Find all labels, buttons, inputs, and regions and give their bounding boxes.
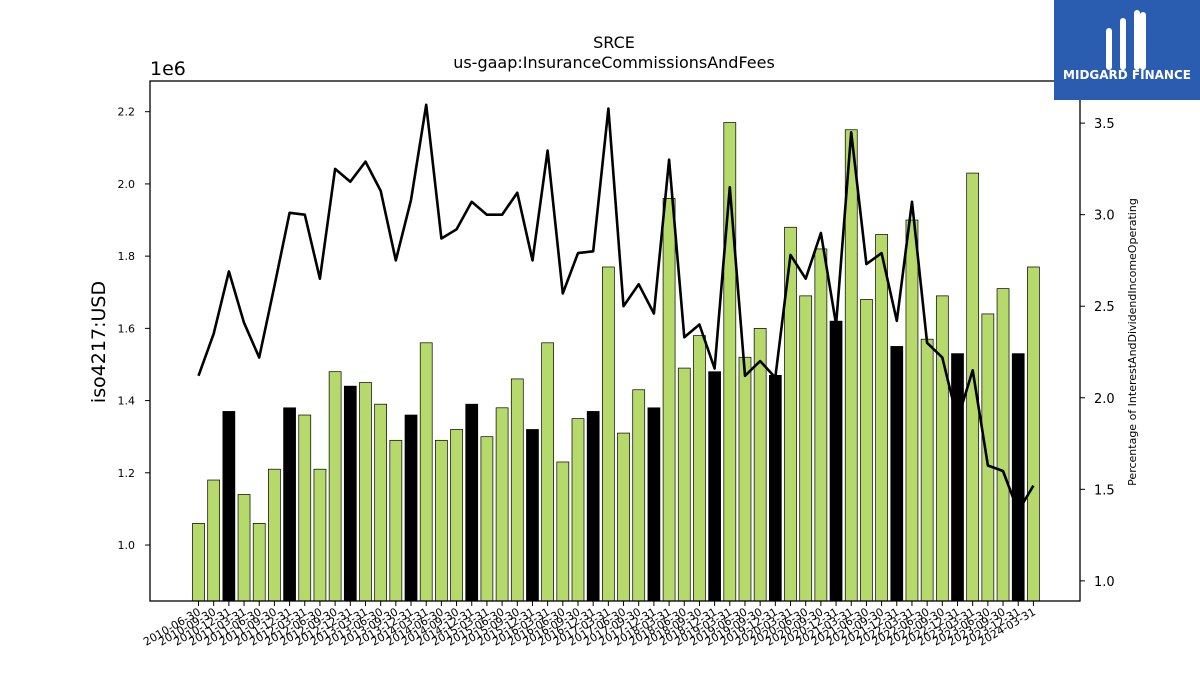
- y-tick-label: 1.2: [118, 467, 136, 480]
- y-axis-label: iso4217:USD: [88, 281, 110, 403]
- bar: [799, 295, 813, 602]
- bar: [693, 335, 706, 602]
- bar: [419, 342, 433, 602]
- y-tick-label: 1.8: [118, 250, 136, 263]
- y2-axis-label: Percentage of InterestAndDividendIncomeO…: [1126, 198, 1139, 486]
- bar: [571, 418, 585, 602]
- bar: [905, 219, 919, 602]
- chart-title: SRCE: [593, 33, 635, 52]
- axes-layer: 1.01.21.41.61.82.02.21.01.52.02.53.03.52…: [118, 80, 1115, 649]
- bar: [328, 371, 342, 602]
- y-tick-label: 1.0: [118, 539, 136, 552]
- bar: [389, 439, 403, 602]
- bar: [237, 494, 251, 602]
- y2-tick-label: 3.5: [1094, 117, 1115, 132]
- bar: [252, 523, 266, 602]
- ratio-line: [197, 103, 1035, 513]
- bar: [374, 403, 388, 602]
- bar: [920, 338, 934, 602]
- brand-logo: MIDGARD FINANCE: [1054, 0, 1200, 100]
- bar: [890, 346, 904, 602]
- y2-tick-label: 1.5: [1094, 483, 1115, 498]
- bar: [207, 479, 221, 602]
- y2-tick-label: 3.0: [1094, 209, 1115, 224]
- bar: [677, 367, 691, 602]
- bar: [556, 461, 570, 602]
- bar: [359, 382, 372, 602]
- bar: [829, 320, 843, 602]
- bar: [814, 248, 828, 602]
- bar: [860, 299, 873, 602]
- bar: [875, 234, 888, 602]
- bar: [1011, 353, 1025, 602]
- bar: [480, 436, 494, 602]
- bar: [708, 371, 721, 602]
- bar: [753, 328, 767, 602]
- bar: [268, 468, 281, 602]
- bar: [343, 385, 357, 602]
- y-tick-label: 2.0: [118, 178, 136, 191]
- bar: [313, 468, 327, 602]
- chart-subtitle: us-gaap:InsuranceCommissionsAndFees: [453, 53, 775, 72]
- logo-text: MIDGARD FINANCE: [1063, 68, 1191, 82]
- bar: [495, 407, 509, 602]
- y-offset-label: 1e6: [150, 58, 186, 80]
- bar: [541, 342, 554, 602]
- midgard-logo-icon: [1106, 10, 1146, 70]
- plot-frame: [149, 80, 1081, 602]
- bar: [510, 378, 524, 602]
- y2-tick-label: 2.0: [1094, 392, 1115, 407]
- bar: [450, 429, 463, 602]
- bar: [951, 353, 964, 602]
- y2-tick-label: 2.5: [1094, 300, 1115, 315]
- y-tick-label: 1.6: [118, 322, 136, 335]
- bar: [283, 407, 296, 602]
- bar: [602, 266, 615, 602]
- y2-tick-label: 1.0: [1094, 575, 1115, 590]
- bar: [996, 288, 1010, 602]
- bar: [1027, 266, 1040, 602]
- bar: [526, 429, 539, 602]
- line-layer: [197, 103, 1035, 513]
- bar: [617, 432, 630, 602]
- bar: [222, 411, 236, 602]
- bar: [662, 198, 676, 602]
- bar: [768, 374, 782, 602]
- y-tick-label: 1.4: [118, 395, 136, 408]
- bar: [738, 356, 752, 602]
- bar: [465, 403, 479, 602]
- bar: [192, 523, 205, 602]
- bar: [586, 411, 600, 602]
- bar: [647, 407, 661, 602]
- bar: [404, 414, 418, 602]
- bar: [435, 439, 448, 602]
- bar: [632, 389, 646, 602]
- y-tick-label: 2.2: [118, 106, 136, 119]
- bar: [298, 414, 312, 602]
- bar: [935, 295, 949, 602]
